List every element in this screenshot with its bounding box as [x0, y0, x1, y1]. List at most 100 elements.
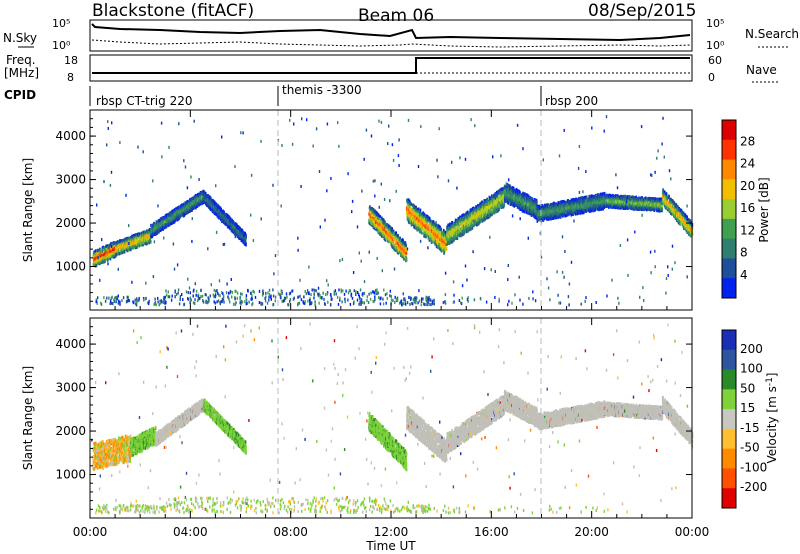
power-echo-1 [124, 247, 127, 251]
power-echo-0 [103, 249, 106, 254]
power-echo-1 [142, 243, 144, 247]
power-echo-0 [97, 258, 100, 263]
power-echo-1 [133, 245, 136, 249]
power-echo-1 [130, 240, 133, 244]
nsky-line [91, 23, 691, 42]
nave-label: Nave [746, 63, 777, 77]
power-echo-5 [417, 210, 420, 214]
power-echo-5 [425, 223, 427, 227]
power-echo-1 [123, 249, 126, 253]
power-echo-1 [133, 234, 135, 238]
power-echo-2 [195, 200, 197, 204]
power-echo-6 [493, 210, 496, 214]
freq-label: Freq. [6, 53, 36, 67]
power-echo-1 [118, 240, 120, 244]
power-echo-2 [199, 202, 202, 206]
nsearch-line [91, 39, 691, 48]
nsearch-tick-bottom: 10⁰ [706, 39, 725, 52]
cpid-segment-2: themis -3300 [282, 83, 362, 97]
power-echo-0 [107, 251, 110, 255]
power-echo-6 [451, 221, 454, 225]
power-echo-6 [454, 223, 457, 227]
power-echo-2 [164, 222, 167, 227]
power-echo-4 [378, 216, 380, 220]
nsky-panel: N.Sky 10⁵ 10⁰ 10⁵ 10⁰ N.Search [3, 17, 799, 52]
power-echo-0 [111, 250, 114, 254]
power-echo-4 [392, 239, 395, 244]
power-echo-2 [187, 210, 190, 214]
power-echo-1 [123, 238, 125, 243]
power-echo-1 [147, 233, 149, 237]
nsearch-label: N.Search [745, 27, 799, 41]
nsky-tick-bottom: 10⁰ [52, 39, 71, 52]
power-echo-2 [174, 218, 177, 222]
cpid-segment-3: rbsp 200 [545, 94, 598, 108]
freq-frame [89, 54, 693, 82]
power-echo-2 [171, 221, 173, 226]
power-echo-1 [127, 248, 130, 252]
power-echo-1 [135, 233, 138, 237]
power-echo-2 [164, 220, 167, 224]
power-echo-5 [421, 231, 423, 235]
power-echo-5 [430, 240, 433, 244]
freq-tick-bottom: 8 [67, 71, 74, 84]
power-echo-2 [173, 217, 175, 222]
power-echo-3 [207, 195, 210, 199]
power-echo-1 [135, 244, 137, 248]
power-echo-1 [121, 251, 124, 255]
power-echo-5 [419, 208, 422, 212]
power-echo-0 [97, 249, 100, 253]
power-echo-4 [379, 215, 382, 219]
power-echo-3 [210, 198, 212, 202]
power-echo-2 [158, 230, 160, 234]
power-echo-1 [119, 249, 121, 253]
power-echo-2 [160, 227, 163, 232]
power-echo-1 [136, 245, 138, 249]
power-echo-6 [462, 221, 465, 225]
power-echo-1 [149, 239, 152, 243]
power-echo-3 [245, 243, 247, 247]
freq-line [92, 57, 690, 74]
power-echo-1 [120, 239, 123, 243]
power-echo-1 [149, 238, 152, 242]
power-echo-2 [159, 224, 162, 228]
nsky-frame [89, 19, 693, 52]
power-echo-2 [187, 199, 189, 204]
freq-tick-top: 18 [64, 54, 78, 67]
power-echo-5 [445, 247, 448, 251]
nave-tick-top: 60 [708, 54, 722, 67]
power-echo-4 [397, 234, 399, 238]
power-echo-1 [149, 229, 152, 233]
power-echo-2 [164, 225, 167, 229]
power-echo-5 [414, 221, 416, 225]
power-echo-0 [93, 262, 95, 267]
nave-tick-bottom: 0 [708, 71, 715, 84]
beam-title: Beam 06 [358, 6, 434, 26]
power-echo-0 [95, 263, 98, 268]
power-echo-5 [421, 227, 424, 231]
power-echo-0 [99, 261, 101, 266]
power-echo-2 [173, 220, 176, 224]
power-echo-0 [93, 250, 96, 254]
power-echo-2 [170, 219, 173, 223]
power-echo-2 [177, 206, 179, 210]
cpid-segment-1: rbsp CT-trig 220 [96, 94, 192, 108]
power-echo-4 [405, 251, 408, 255]
power-echo-0 [101, 253, 104, 257]
power-echo-1 [136, 237, 139, 241]
power-echo-0 [106, 255, 108, 260]
power-echo-2 [155, 220, 158, 224]
power-echo-2 [167, 220, 169, 224]
power-echo-1 [119, 252, 121, 256]
power-echo-4 [405, 243, 407, 248]
power-echo-3 [205, 192, 207, 196]
power-echo-3 [209, 205, 211, 209]
power-echo-2 [169, 221, 172, 226]
power-echo-6 [503, 203, 506, 207]
power-scatter-marks [92, 115, 694, 307]
power-echo-5 [427, 223, 429, 227]
power-echo-4 [405, 258, 408, 262]
cpid-label: CPID [4, 88, 36, 102]
